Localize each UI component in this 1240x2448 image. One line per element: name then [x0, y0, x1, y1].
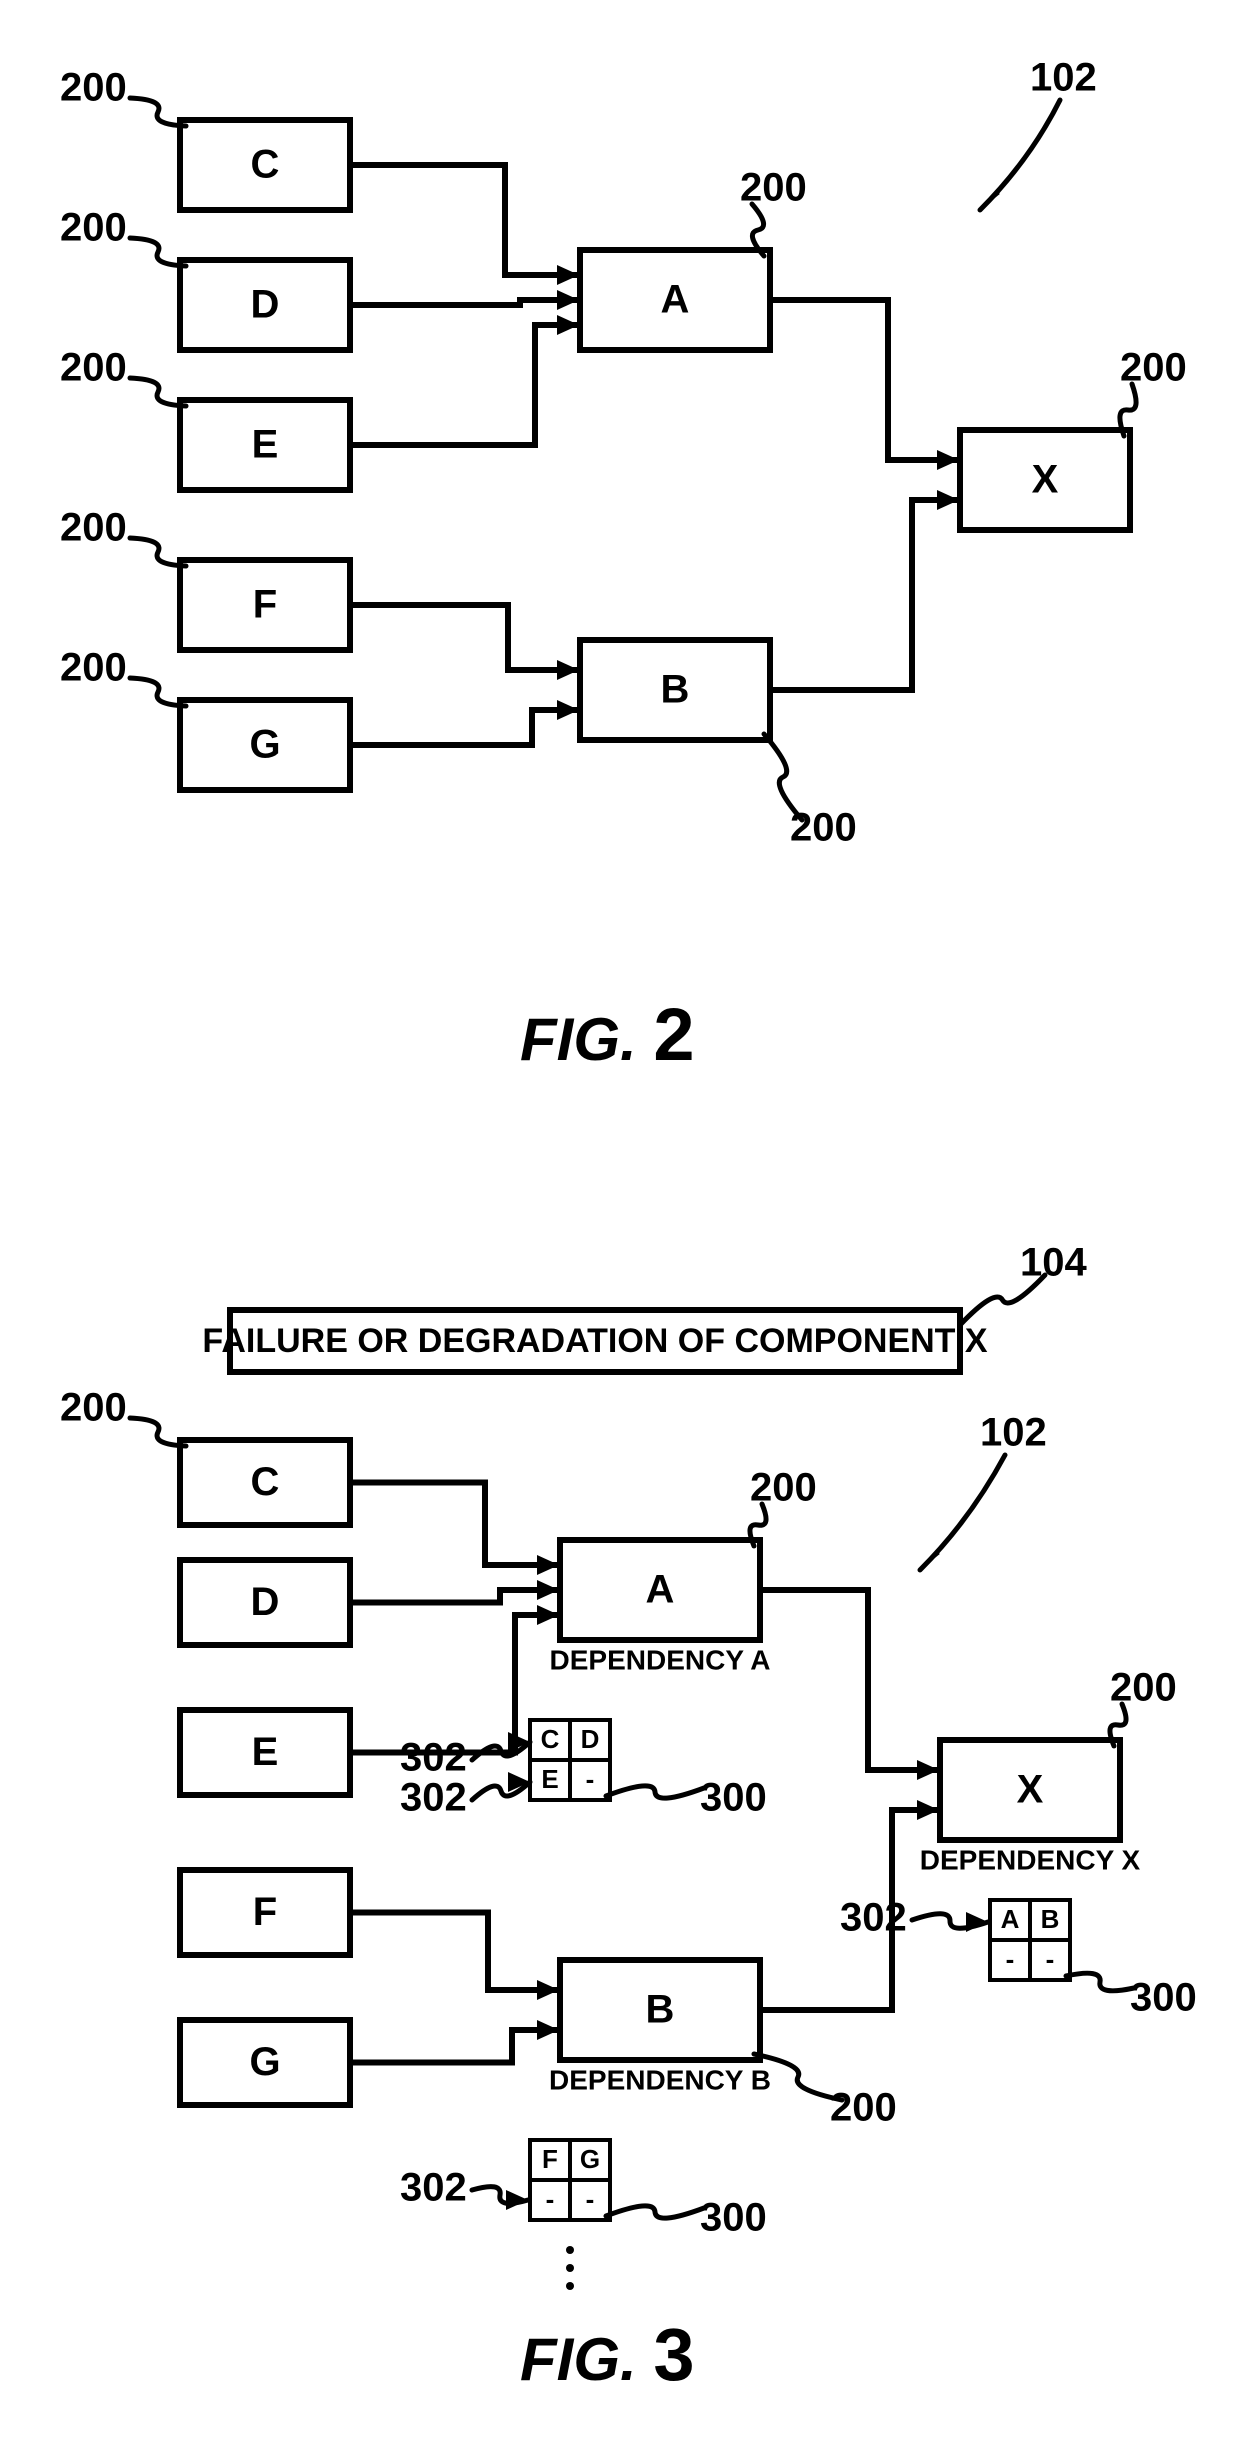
node-label: D — [251, 283, 280, 327]
node-label: A — [646, 1568, 675, 1612]
ref-number: 300 — [1130, 1976, 1197, 2020]
node-label: E — [252, 1730, 279, 1774]
ref-number: 302 — [400, 1736, 467, 1780]
node-label: X — [1032, 458, 1059, 502]
dep-cell-label: G — [580, 2144, 600, 2174]
node-label: A — [661, 278, 690, 322]
ref-number: 302 — [400, 2166, 467, 2210]
node-label: G — [249, 2040, 280, 2084]
ref-number: 200 — [60, 1386, 127, 1430]
ref-number: 104 — [1020, 1241, 1087, 1285]
node-label: E — [252, 423, 279, 467]
dep-cell-label: E — [541, 1764, 558, 1794]
ref-number: 200 — [60, 66, 127, 110]
dep-cell-label: F — [542, 2144, 558, 2174]
node-label: C — [251, 143, 280, 187]
ref-number: 200 — [60, 506, 127, 550]
ellipsis-dot — [566, 2246, 574, 2254]
node-label: D — [251, 1580, 280, 1624]
node-sublabel: DEPENDENCY B — [549, 2064, 771, 2095]
ref-number: 200 — [790, 806, 857, 850]
dep-cell-label: - — [586, 2184, 595, 2214]
dep-cell-label: C — [541, 1724, 560, 1754]
figure-caption: FIG. 3 — [520, 2313, 695, 2396]
figure-canvas: CDEFGABX200200200200200200200200102FIG. … — [0, 0, 1240, 2448]
dep-cell-label: - — [1006, 1944, 1015, 1974]
figure-caption: FIG. 2 — [520, 993, 695, 1076]
node-sublabel: DEPENDENCY A — [550, 1644, 771, 1675]
dep-cell-label: - — [546, 2184, 555, 2214]
ref-number: 302 — [400, 1776, 467, 1820]
ref-number: 102 — [1030, 56, 1097, 100]
ref-number: 200 — [60, 346, 127, 390]
dep-cell-label: - — [1046, 1944, 1055, 1974]
ref-number: 200 — [830, 2086, 897, 2130]
node-label: B — [661, 668, 690, 712]
node-label: G — [249, 723, 280, 767]
dep-cell-label: D — [581, 1724, 600, 1754]
patent-figure-page: CDEFGABX200200200200200200200200102FIG. … — [0, 0, 1240, 2448]
dep-cell-label: - — [586, 1764, 595, 1794]
node-label: F — [253, 1890, 277, 1934]
ref-number: 302 — [840, 1896, 907, 1940]
ref-number: 200 — [60, 646, 127, 690]
ellipsis-dot — [566, 2282, 574, 2290]
node-label: C — [251, 1460, 280, 1504]
node-sublabel: DEPENDENCY X — [920, 1844, 1141, 1875]
ref-number: 300 — [700, 1776, 767, 1820]
dep-cell-label: B — [1041, 1904, 1060, 1934]
ref-number: 300 — [700, 2196, 767, 2240]
ref-number: 102 — [980, 1411, 1047, 1455]
node-label: B — [646, 1988, 675, 2032]
dep-cell-label: A — [1001, 1904, 1020, 1934]
node-label: F — [253, 583, 277, 627]
node-label: X — [1017, 1768, 1044, 1812]
banner-text: FAILURE OR DEGRADATION OF COMPONENT X — [202, 1322, 987, 1360]
ref-number: 200 — [60, 206, 127, 250]
ellipsis-dot — [566, 2264, 574, 2272]
